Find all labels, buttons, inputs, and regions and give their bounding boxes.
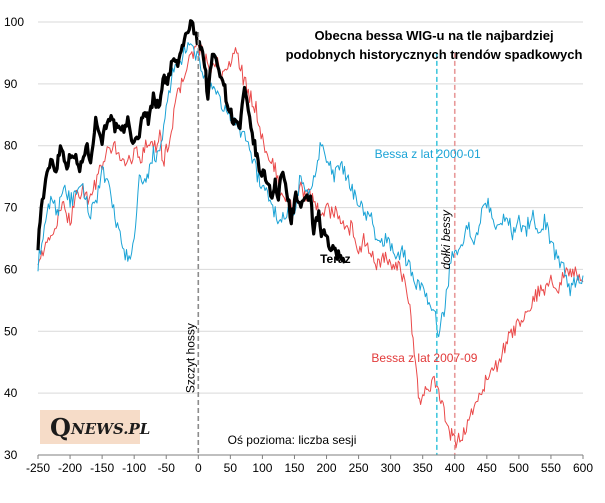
x-tick-50: 50	[224, 461, 238, 475]
y-tick-60: 60	[4, 262, 18, 276]
x-axis-caption: Oś pozioma: liczba sesji	[228, 433, 357, 447]
title-line-1: podobnych historycznych trendów spadkowy…	[286, 47, 583, 62]
label-dolki-bessy: dołki bessy	[439, 209, 453, 269]
series-layer	[36, 19, 584, 449]
x-tick-550: 550	[541, 461, 561, 475]
x-tick-200: 200	[317, 461, 337, 475]
y-tick-40: 40	[4, 386, 18, 400]
x-tick--150: -150	[90, 461, 114, 475]
x-tick-0: 0	[195, 461, 202, 475]
x-tick--250: -250	[26, 461, 50, 475]
annotation-1: Teraz	[320, 252, 350, 266]
x-tick-350: 350	[413, 461, 433, 475]
annotation-0: Bessa z lat 2000-01	[375, 147, 481, 161]
vline-layer	[197, 32, 456, 455]
series-teraz	[36, 19, 347, 264]
grid	[38, 21, 583, 456]
x-tick-100: 100	[252, 461, 272, 475]
x-tick--200: -200	[58, 461, 82, 475]
x-tick-250: 250	[349, 461, 369, 475]
x-tick-150: 150	[284, 461, 304, 475]
series-bessa-z-lat-2000-01	[37, 42, 584, 338]
qnews-logo: Q NEWS.PL	[40, 410, 150, 444]
x-tick-450: 450	[477, 461, 497, 475]
x-tick--50: -50	[158, 461, 176, 475]
series-bessa-z-lat-2007-09	[37, 42, 584, 449]
x-tick--100: -100	[122, 461, 146, 475]
text-layer: 30 40 50 60 70 80 90 100 -250 -200 -150 -100 -50 0 50 1…	[4, 15, 593, 475]
y-tick-50: 50	[4, 324, 18, 338]
y-tick-70: 70	[4, 201, 18, 215]
x-tick-500: 500	[509, 461, 529, 475]
y-tick-30: 30	[4, 448, 18, 462]
logo-q: Q	[50, 413, 71, 442]
y-tick-90: 90	[4, 77, 18, 91]
x-tick-400: 400	[445, 461, 465, 475]
y-tick-80: 80	[4, 139, 18, 153]
annotation-2: Bessa z lat 2007-09	[371, 351, 477, 365]
y-tick-100: 100	[4, 15, 24, 29]
x-tick-300: 300	[381, 461, 401, 475]
axis-layer	[37, 454, 584, 459]
title-line-0: Obecna bessa WIG-u na tle najbardziej	[314, 28, 553, 43]
x-tick-600: 600	[573, 461, 593, 475]
logo-rest: NEWS.PL	[71, 420, 151, 438]
label-szczyt-hossy: Szczyt hossy	[183, 323, 197, 393]
